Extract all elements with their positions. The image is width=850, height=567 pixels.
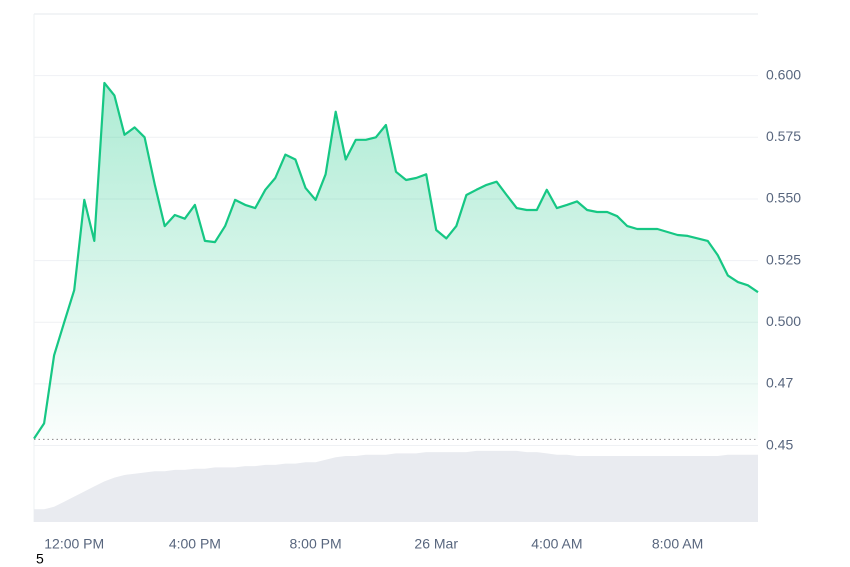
x-tick-label: 26 Mar	[414, 536, 458, 552]
volume-area	[34, 450, 758, 522]
footnote: 5	[36, 551, 44, 567]
x-tick-label: 8:00 AM	[652, 536, 703, 552]
y-tick-label: 0.500	[766, 313, 801, 329]
price-line	[33, 81, 759, 440]
y-tick-label: 0.47	[766, 375, 793, 391]
y-tick-label: 0.525	[766, 251, 801, 267]
x-tick-label: 4:00 AM	[531, 536, 582, 552]
y-tick-label: 0.45	[766, 436, 793, 452]
x-tick-label: 4:00 PM	[169, 536, 221, 552]
x-tick-label: 12:00 PM	[44, 536, 104, 552]
x-tick-label: 8:00 PM	[289, 536, 341, 552]
y-tick-label: 0.550	[766, 190, 801, 206]
y-tick-label: 0.600	[766, 66, 801, 82]
price-area	[34, 83, 758, 440]
y-tick-label: 0.575	[766, 128, 801, 144]
